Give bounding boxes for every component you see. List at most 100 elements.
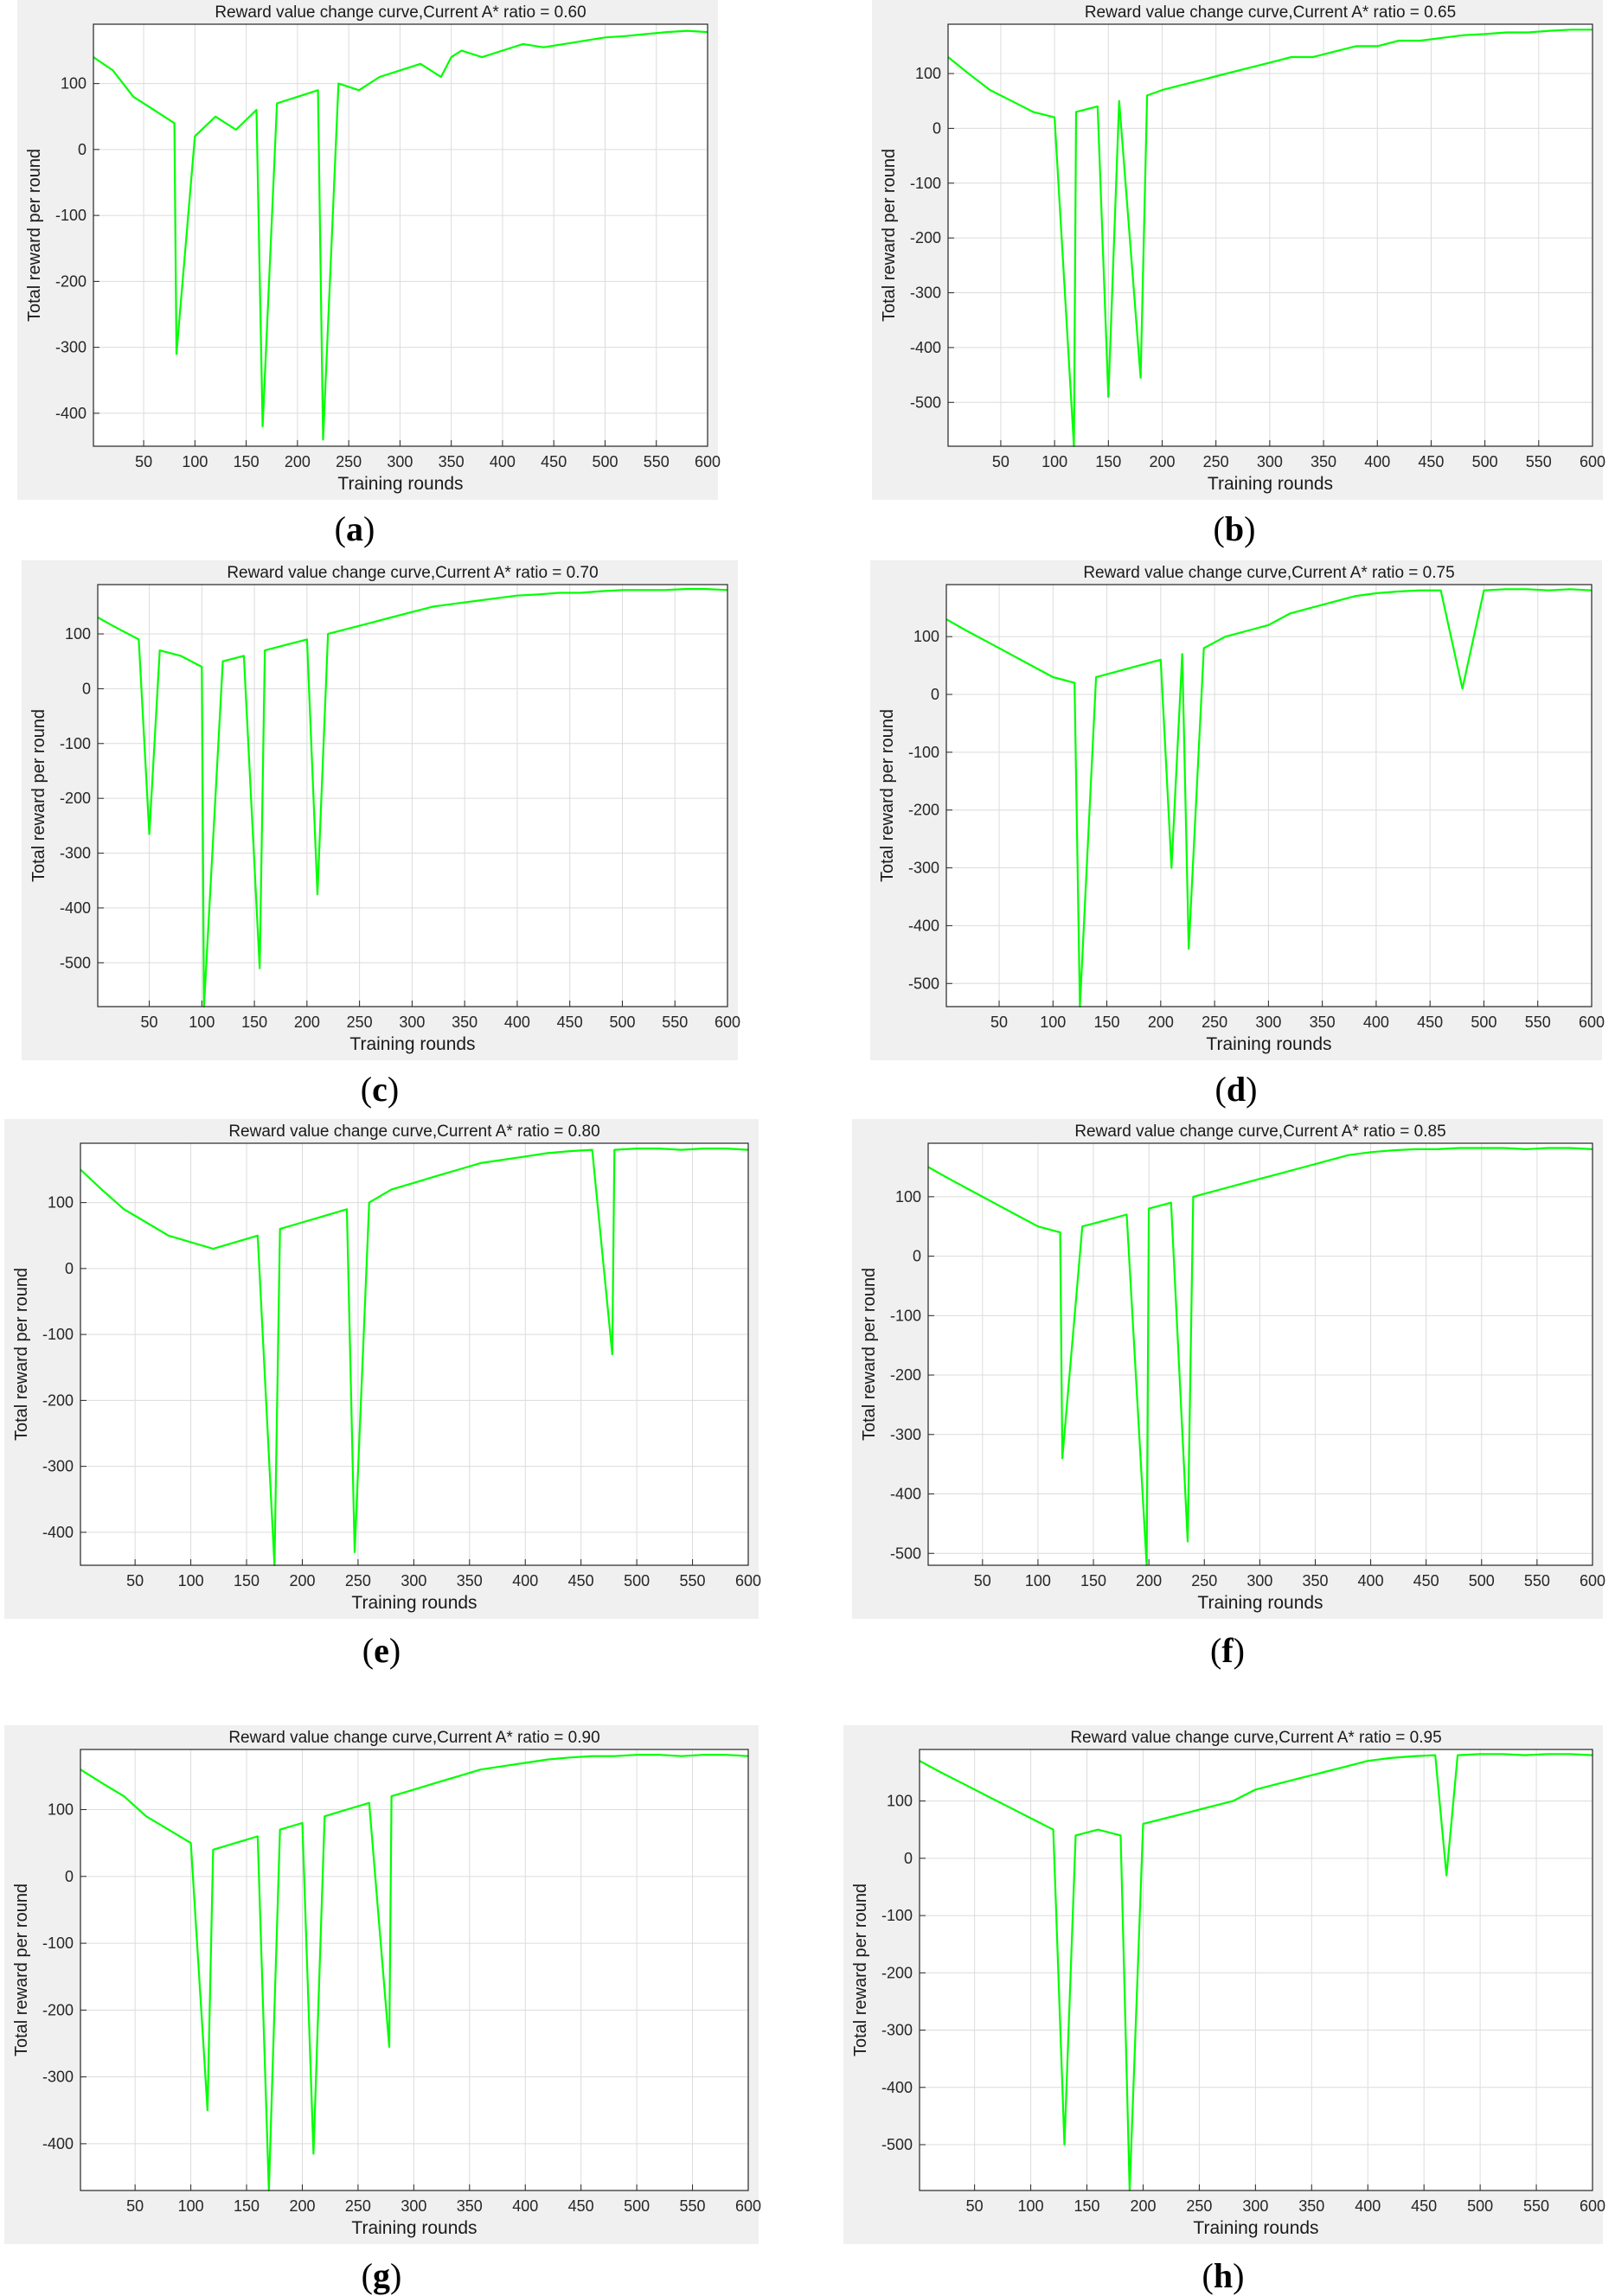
y-tick-label: -300 [910,285,941,302]
y-tick-label: -500 [881,2136,913,2153]
subfigure-label-a: (a) [335,508,375,549]
paren-open: ( [1202,2256,1214,2295]
x-tick-label: 450 [1411,2197,1437,2215]
x-axis-label: Training rounds [1197,1593,1323,1613]
y-tick-label: 100 [913,628,939,645]
y-axis-label: Total reward per round [25,149,44,322]
x-tick-label: 100 [1018,2197,1044,2215]
y-tick-label: -100 [881,1907,913,1924]
x-tick-label: 600 [1579,1014,1605,1031]
x-tick-label: 550 [680,1572,706,1589]
y-tick-label: -400 [910,339,941,356]
y-tick-label: -100 [908,744,939,761]
x-tick-label: 250 [336,453,362,470]
subfigure-letter: a [346,509,363,548]
x-tick-label: 600 [735,1572,761,1589]
x-tick-label: 500 [624,1572,650,1589]
y-tick-label: -500 [60,954,91,971]
x-tick-label: 150 [1080,1572,1106,1589]
subfigure-letter: f [1221,1631,1233,1670]
x-tick-label: 400 [1358,1572,1384,1589]
x-axis-label: Training rounds [1193,2218,1318,2238]
x-tick-label: 200 [289,1572,315,1589]
y-tick-label: -100 [42,1935,74,1952]
y-axis-label: Total reward per round [29,709,48,882]
paren-close: ) [389,1631,401,1670]
plot-area [920,1749,1593,2190]
x-tick-label: 550 [1526,453,1552,470]
x-tick-label: 100 [1040,1014,1066,1031]
x-tick-label: 350 [1310,1014,1336,1031]
chart-title: Reward value change curve,Current A* rat… [1070,1729,1441,1747]
x-tick-label: 50 [141,1014,158,1031]
x-tick-label: 200 [1149,453,1175,470]
x-tick-label: 100 [1041,453,1067,470]
x-tick-label: 300 [399,1014,425,1031]
x-tick-label: 350 [439,453,465,470]
x-tick-label: 200 [289,2197,315,2215]
x-tick-label: 200 [1130,2197,1156,2215]
y-tick-label: -400 [55,405,87,422]
y-tick-label: 0 [78,141,87,158]
y-tick-label: -400 [908,917,939,934]
x-tick-label: 100 [182,453,208,470]
paren-open: ( [362,2256,373,2295]
y-tick-label: -200 [881,1964,913,1981]
y-tick-label: -100 [910,175,941,192]
x-tick-label: 550 [662,1014,688,1031]
x-tick-label: 250 [1186,2197,1212,2215]
y-tick-label: 0 [913,1248,921,1265]
y-tick-label: 100 [48,1194,74,1212]
x-tick-label: 150 [234,453,260,470]
x-tick-label: 150 [234,2197,260,2215]
x-tick-label: 550 [1524,1572,1550,1589]
x-tick-label: 600 [1580,2197,1605,2215]
y-tick-label: 100 [887,1793,913,1810]
x-tick-label: 200 [1148,1014,1174,1031]
x-tick-label: 50 [126,1572,144,1589]
x-tick-label: 450 [1413,1572,1439,1589]
paren-open: ( [361,1070,372,1109]
subfigure-label-c: (c) [361,1069,399,1110]
y-tick-label: 100 [48,1801,74,1819]
plot-area [946,585,1592,1007]
x-tick-label: 500 [1469,1572,1495,1589]
x-tick-label: 500 [1471,1014,1496,1031]
paren-close: ) [1244,509,1255,548]
x-tick-label: 400 [490,453,516,470]
paren-open: ( [362,1631,374,1670]
y-tick-label: -100 [60,735,91,752]
x-tick-label: 150 [1095,453,1121,470]
x-tick-label: 400 [1355,2197,1381,2215]
y-axis-label: Total reward per round [851,1883,870,2056]
x-tick-label: 50 [974,1572,991,1589]
y-tick-label: -400 [42,2135,74,2152]
x-tick-label: 250 [1191,1572,1217,1589]
subfigure-letter: e [374,1631,389,1670]
x-tick-label: 150 [234,1572,260,1589]
paren-close: ) [388,1070,399,1109]
y-tick-label: -400 [60,899,91,917]
subfigure-letter: g [373,2256,390,2295]
x-tick-label: 500 [592,453,618,470]
y-tick-label: -300 [42,1458,74,1475]
y-tick-label: -200 [60,790,91,807]
y-tick-label: 100 [61,75,87,93]
y-axis-label: Total reward per round [860,1268,879,1441]
y-tick-label: -300 [908,860,939,877]
x-tick-label: 200 [1136,1572,1162,1589]
paren-close: ) [390,2256,401,2295]
y-tick-label: -300 [42,2069,74,2086]
x-tick-label: 50 [966,2197,984,2215]
chart-title: Reward value change curve,Current A* rat… [227,564,598,582]
x-tick-label: 50 [135,453,152,470]
x-tick-label: 500 [624,2197,650,2215]
x-tick-label: 600 [1580,453,1605,470]
y-tick-label: -500 [890,1545,921,1562]
